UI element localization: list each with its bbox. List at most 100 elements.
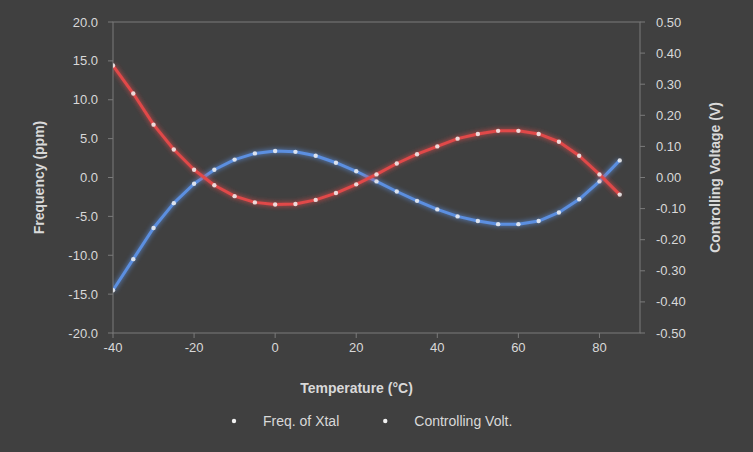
x-tick-label: -40 bbox=[104, 340, 123, 355]
series-marker bbox=[212, 168, 216, 172]
series-marker bbox=[113, 63, 115, 67]
series-marker bbox=[293, 202, 297, 206]
y2-tick bbox=[640, 270, 645, 271]
x-tick bbox=[356, 333, 357, 338]
series-marker bbox=[597, 179, 601, 183]
y2-tick-label: -0.30 bbox=[656, 263, 686, 278]
y2-tick-label: 0.40 bbox=[656, 46, 681, 61]
series-marker bbox=[273, 202, 277, 206]
y-tick bbox=[108, 138, 113, 139]
legend-swatch bbox=[213, 420, 255, 423]
series-line bbox=[113, 66, 620, 205]
y-tick-label: 20.0 bbox=[73, 15, 98, 30]
series-marker bbox=[476, 219, 480, 223]
series-marker bbox=[618, 192, 622, 196]
series-marker bbox=[435, 144, 439, 148]
y-tick-label: -10.0 bbox=[68, 248, 98, 263]
y-tick bbox=[108, 216, 113, 217]
series-marker bbox=[293, 150, 297, 154]
background bbox=[0, 0, 753, 452]
series-marker bbox=[113, 288, 115, 292]
y2-tick-label: 0.50 bbox=[656, 15, 681, 30]
series-marker bbox=[334, 161, 338, 165]
series-marker bbox=[232, 157, 236, 161]
series-marker bbox=[618, 158, 622, 162]
series-marker bbox=[192, 182, 196, 186]
y-tick bbox=[108, 177, 113, 178]
plot-area bbox=[113, 63, 622, 292]
y2-tick bbox=[640, 53, 645, 54]
series-marker bbox=[253, 200, 257, 204]
chart: -40-20020406080-20.0-15.0-10.0-5.00.05.0… bbox=[0, 0, 753, 452]
series-marker bbox=[192, 168, 196, 172]
y-tick-label: -15.0 bbox=[68, 287, 98, 302]
x-tick bbox=[113, 333, 114, 338]
series-marker bbox=[232, 194, 236, 198]
x-tick-label: 20 bbox=[349, 340, 363, 355]
series-marker bbox=[536, 132, 540, 136]
series-line bbox=[113, 151, 620, 290]
y-tick-label: 0.0 bbox=[80, 170, 98, 185]
y2-tick-label: 0.30 bbox=[656, 77, 681, 92]
series-marker bbox=[131, 91, 135, 95]
series-marker bbox=[354, 169, 358, 173]
x-tick bbox=[518, 333, 519, 338]
series-marker bbox=[597, 172, 601, 176]
y2-tick bbox=[640, 22, 645, 23]
x-tick bbox=[275, 333, 276, 338]
plot-frame bbox=[113, 22, 640, 333]
series-marker bbox=[557, 140, 561, 144]
series-marker bbox=[577, 154, 581, 158]
y2-tick-label: -0.40 bbox=[656, 294, 686, 309]
series-marker bbox=[435, 207, 439, 211]
y2-tick-label: -0.20 bbox=[656, 232, 686, 247]
y2-tick-label: 0.00 bbox=[656, 170, 681, 185]
y2-tick bbox=[640, 239, 645, 240]
x-tick-label: -20 bbox=[185, 340, 204, 355]
series-marker bbox=[313, 154, 317, 158]
series-marker bbox=[313, 198, 317, 202]
y2-tick-label: -0.50 bbox=[656, 326, 686, 341]
legend-marker bbox=[383, 419, 387, 423]
series-marker bbox=[172, 201, 176, 205]
series-marker bbox=[455, 214, 459, 218]
legend-swatch bbox=[364, 420, 406, 423]
series-marker bbox=[415, 199, 419, 203]
series-marker bbox=[536, 219, 540, 223]
y-tick-label: 15.0 bbox=[73, 53, 98, 68]
legend-label: Controlling Volt. bbox=[414, 413, 512, 429]
y-tick bbox=[108, 333, 113, 334]
y2-tick bbox=[640, 208, 645, 209]
y2-tick bbox=[640, 177, 645, 178]
series-marker bbox=[374, 179, 378, 183]
y-tick bbox=[108, 22, 113, 23]
y2-tick bbox=[640, 333, 645, 334]
series-marker bbox=[557, 210, 561, 214]
series-marker bbox=[212, 183, 216, 187]
series-marker bbox=[496, 129, 500, 133]
x-tick bbox=[437, 333, 438, 338]
series-marker bbox=[131, 257, 135, 261]
series-marker bbox=[516, 129, 520, 133]
series-marker bbox=[273, 149, 277, 153]
y2-tick-label: 0.10 bbox=[656, 139, 681, 154]
x-tick bbox=[599, 333, 600, 338]
series-marker bbox=[354, 182, 358, 186]
series-marker bbox=[516, 222, 520, 226]
series-marker bbox=[253, 151, 257, 155]
y2-axis-title: Controlling Voltage (V) bbox=[707, 102, 723, 253]
y2-tick-label: 0.20 bbox=[656, 108, 681, 123]
y-tick-label: -5.0 bbox=[76, 209, 98, 224]
y-tick bbox=[108, 99, 113, 100]
series-marker bbox=[577, 197, 581, 201]
series-marker bbox=[395, 189, 399, 193]
legend-marker bbox=[232, 419, 236, 423]
series-marker bbox=[415, 152, 419, 156]
y-tick bbox=[108, 60, 113, 61]
y2-tick bbox=[640, 84, 645, 85]
y2-tick bbox=[640, 146, 645, 147]
y-tick-label: 5.0 bbox=[80, 131, 98, 146]
series-marker bbox=[496, 222, 500, 226]
x-tick bbox=[194, 333, 195, 338]
x-tick-label: 0 bbox=[272, 340, 279, 355]
